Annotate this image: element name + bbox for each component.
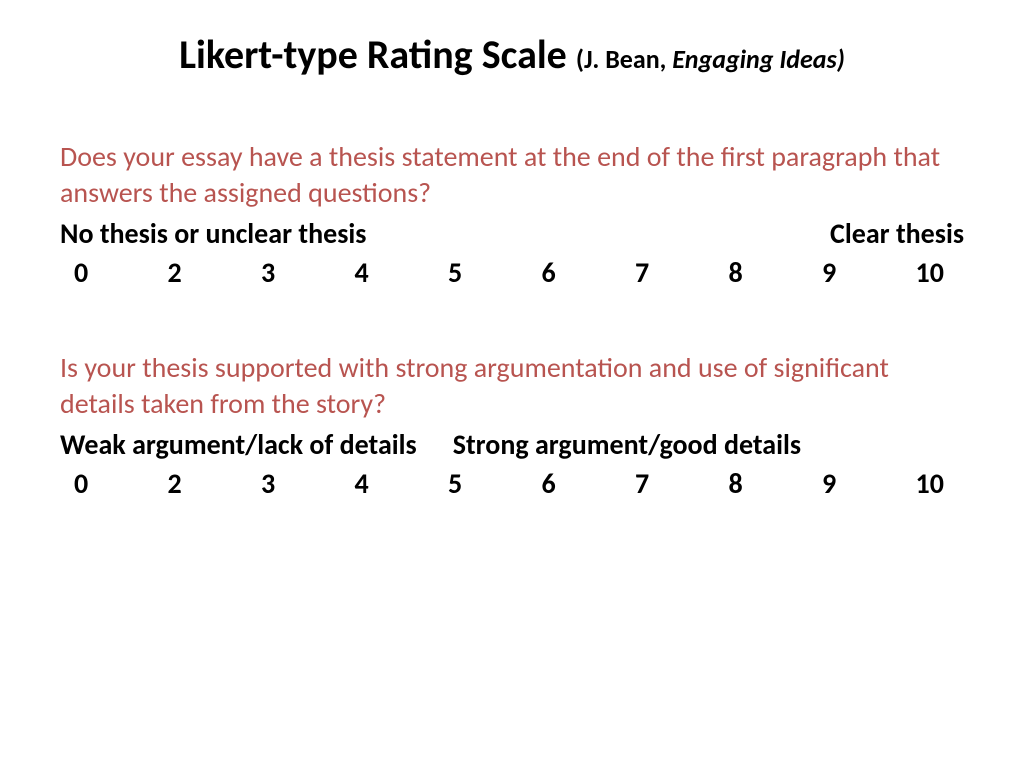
scale-value: 9	[822, 255, 836, 290]
title-sub-prefix: (J. Bean,	[576, 43, 672, 75]
question-1: Does your essay have a thesis statement …	[60, 139, 964, 212]
anchor-left-1: No thesis or unclear thesis	[60, 216, 366, 251]
scale-value: 5	[448, 255, 462, 290]
scale-value: 6	[542, 466, 556, 501]
anchor-right-2: Strong argument/good details	[453, 427, 801, 462]
scale-value: 4	[355, 466, 369, 501]
scale-value: 7	[635, 466, 649, 501]
scale-value: 0	[74, 255, 88, 290]
section-1: Does your essay have a thesis statement …	[60, 139, 964, 290]
scale-value: 7	[635, 255, 649, 290]
scale-value: 10	[916, 466, 944, 501]
scale-value: 9	[822, 466, 836, 501]
scale-1: 0 2 3 4 5 6 7 8 9 10	[60, 255, 964, 290]
question-2: Is your thesis supported with strong arg…	[60, 350, 964, 423]
scale-value: 3	[261, 466, 275, 501]
section-2: Is your thesis supported with strong arg…	[60, 350, 964, 501]
scale-value: 8	[729, 466, 743, 501]
scale-value: 3	[261, 255, 275, 290]
anchors-2: Weak argument/lack of details Strong arg…	[60, 427, 964, 462]
title-sub-italic: Engaging Ideas)	[672, 43, 845, 75]
scale-value: 2	[168, 466, 182, 501]
scale-value: 5	[448, 466, 462, 501]
anchor-right-1: Clear thesis	[830, 216, 964, 251]
anchors-1: No thesis or unclear thesis Clear thesis	[60, 216, 964, 251]
scale-value: 8	[729, 255, 743, 290]
scale-2: 0 2 3 4 5 6 7 8 9 10	[60, 466, 964, 501]
slide-title: Likert-type Rating Scale (J. Bean, Engag…	[60, 30, 964, 79]
scale-value: 6	[542, 255, 556, 290]
scale-value: 0	[74, 466, 88, 501]
scale-value: 10	[916, 255, 944, 290]
scale-value: 4	[355, 255, 369, 290]
title-main: Likert-type Rating Scale	[179, 30, 576, 79]
anchor-left-2: Weak argument/lack of details	[60, 427, 417, 462]
scale-value: 2	[168, 255, 182, 290]
